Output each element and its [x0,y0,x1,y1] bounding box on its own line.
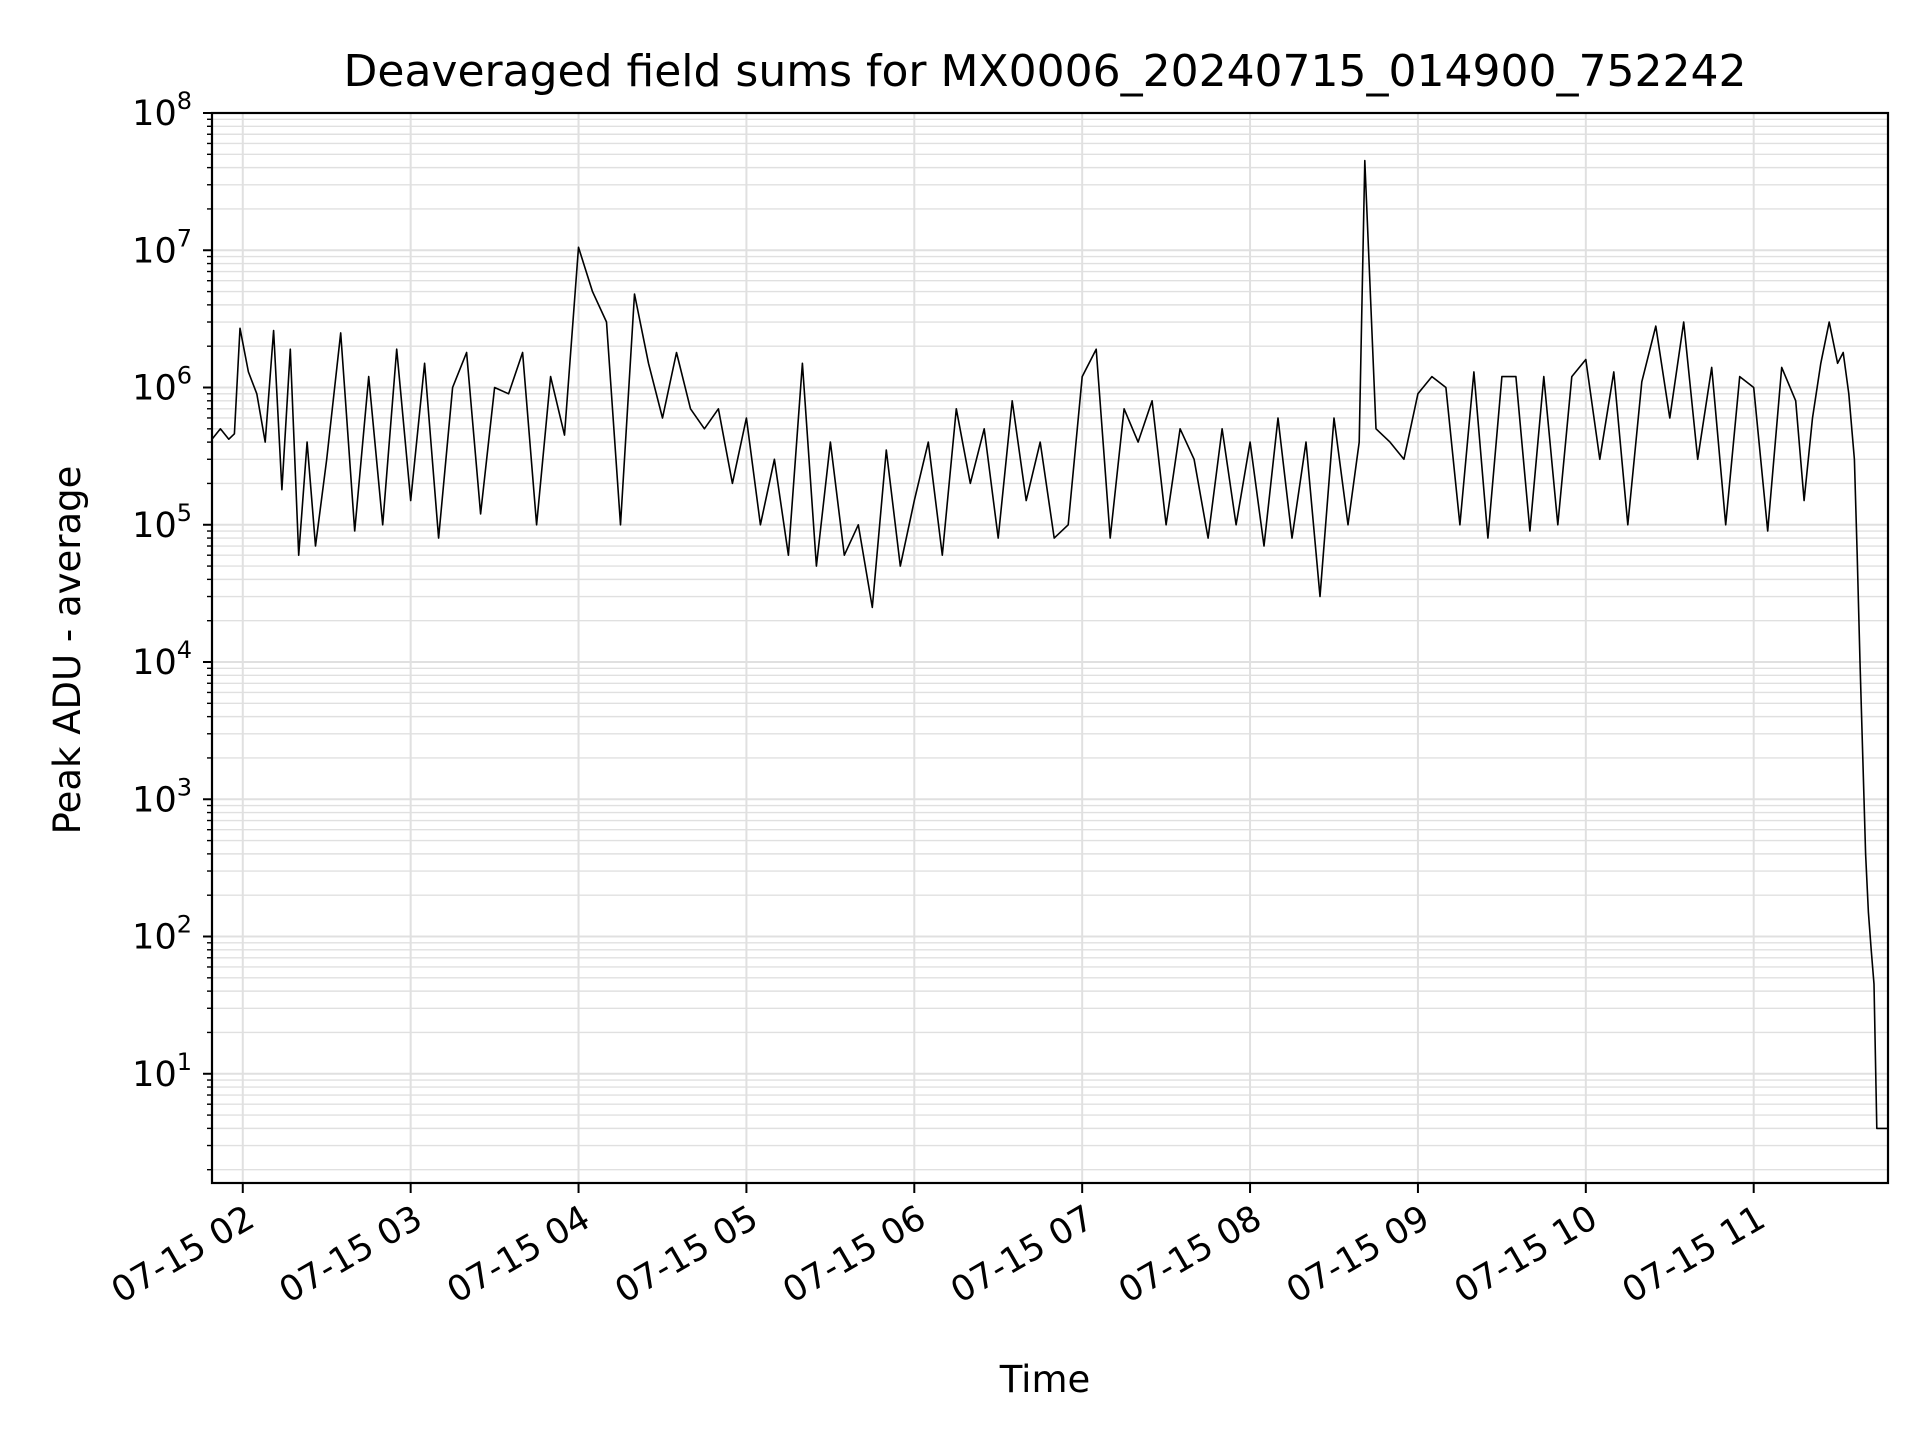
plot-frame [210,111,1890,1185]
chart-title: Deaveraged field sums for MX0006_2024071… [344,46,1747,97]
y-tick-label: 106 [132,362,192,409]
x-tick-label: 07-15 04 [441,1198,597,1311]
y-tick-label: 104 [132,636,192,683]
x-axis-label: Time [999,1358,1091,1401]
x-axis: 07-15 02 07-15 03 07-15 04 07-15 05 07-15 06… [105,1183,1772,1311]
y-axis-label: Peak ADU - average [46,466,89,835]
series-line [211,159,1888,1130]
x-tick-label: 07-15 10 [1448,1198,1604,1311]
x-tick-label: 07-15 09 [1280,1198,1436,1311]
x-tick-label: 07-15 03 [273,1198,429,1311]
grid-lines [212,112,1888,1183]
x-tick-label: 07-15 02 [105,1198,261,1311]
y-tick-label: 101 [132,1048,192,1095]
y-axis: 101 102 103 104 105 106 107 108 [132,87,212,1171]
x-tick-label: 07-15 11 [1616,1198,1772,1311]
y-tick-label: 102 [132,911,192,958]
y-tick-label: 108 [132,87,192,134]
y-tick-label: 105 [132,499,192,546]
x-tick-label: 07-15 08 [1112,1198,1268,1311]
series-layer [211,159,1888,1130]
x-tick-label: 07-15 05 [609,1198,765,1311]
y-tick-label: 107 [132,224,192,271]
y-tick-label: 103 [132,773,192,820]
x-tick-label: 07-15 06 [777,1198,933,1311]
x-tick-label: 07-15 07 [944,1198,1100,1311]
